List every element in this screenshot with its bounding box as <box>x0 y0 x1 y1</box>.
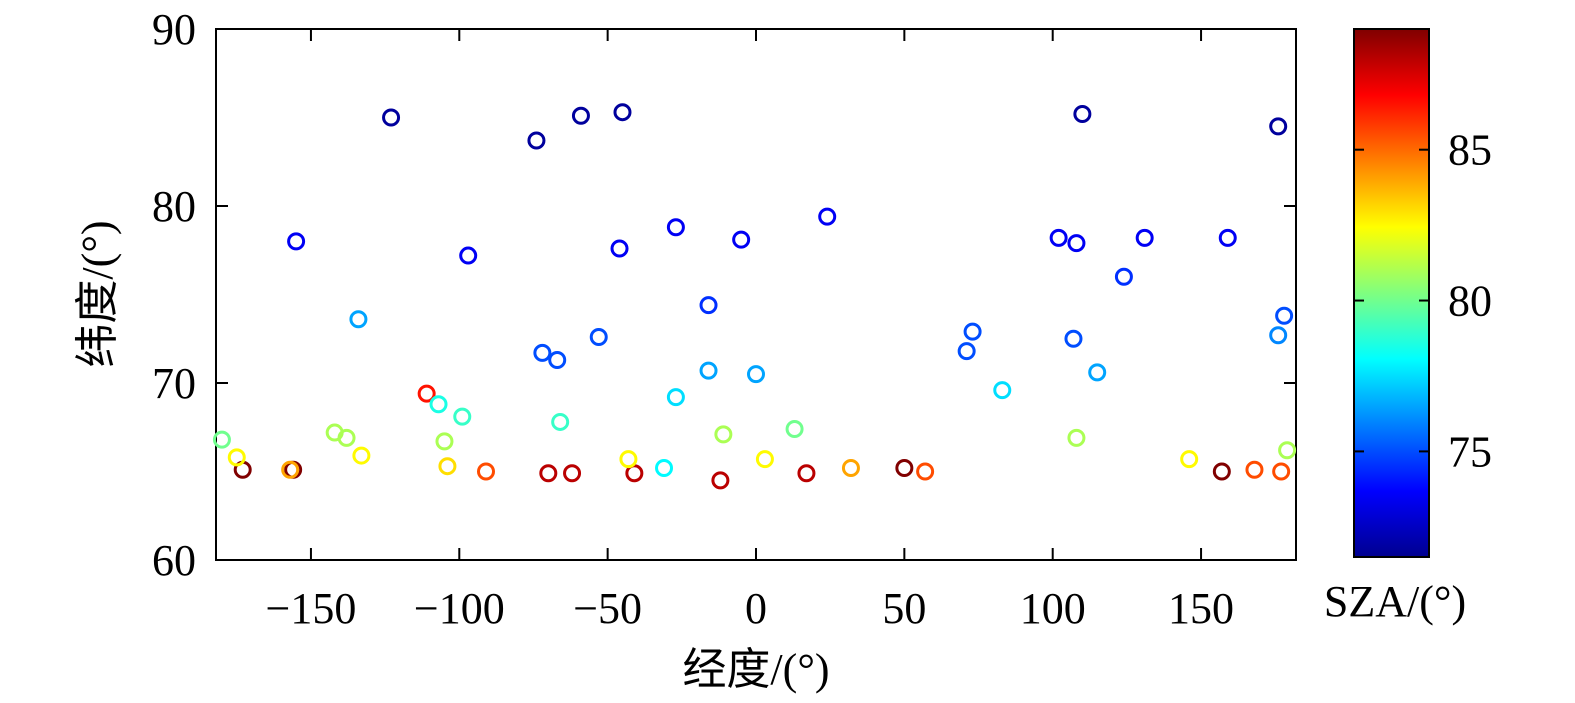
data-point <box>1269 117 1288 136</box>
data-point <box>1272 462 1291 481</box>
data-point <box>533 343 552 362</box>
x-axis: −150 −100 −50 0 50 100 150 <box>266 29 1234 633</box>
data-point <box>1218 228 1237 247</box>
colorbar-gradient <box>1353 28 1430 558</box>
data-point <box>711 471 730 490</box>
data-point <box>539 464 558 483</box>
y-axis: 60 70 80 90 <box>152 5 1296 585</box>
data-point <box>453 407 472 426</box>
data-points <box>212 103 1297 490</box>
data-point <box>349 310 368 329</box>
data-point <box>1212 462 1231 481</box>
data-point <box>747 365 765 384</box>
colorbar-tick-label: 75 <box>1448 427 1492 476</box>
data-point <box>1245 460 1264 479</box>
data-point <box>281 460 300 479</box>
data-point <box>548 350 567 369</box>
colorbar: 75 80 85 SZA/(°) <box>1324 28 1492 626</box>
data-point <box>957 342 976 361</box>
data-point <box>841 458 860 477</box>
data-point <box>1064 329 1083 348</box>
data-point <box>610 239 629 258</box>
colorbar-tick-label: 80 <box>1448 277 1492 326</box>
x-tick-label: 0 <box>745 584 767 633</box>
data-point <box>1088 363 1107 382</box>
data-point <box>438 457 457 476</box>
data-point <box>714 425 733 444</box>
data-point <box>666 218 685 237</box>
x-tick-label: −50 <box>573 584 642 633</box>
x-tick-label: 150 <box>1168 584 1234 633</box>
data-point <box>732 230 751 249</box>
data-point <box>435 432 454 451</box>
y-axis-title: 纬度/(°) <box>73 220 122 367</box>
data-point <box>287 232 306 251</box>
colorbar-title: SZA/(°) <box>1324 577 1466 626</box>
data-point <box>417 384 436 403</box>
plot-frame <box>215 28 1297 561</box>
data-point <box>699 361 718 380</box>
x-tick-label: −100 <box>414 584 505 633</box>
colorbar-tick-label: 85 <box>1448 126 1492 175</box>
data-point <box>589 327 608 346</box>
data-point <box>619 450 638 469</box>
data-point <box>477 462 495 481</box>
data-point <box>699 296 718 315</box>
y-tick-label: 80 <box>152 182 196 231</box>
x-tick-label: 100 <box>1020 584 1086 633</box>
data-point <box>916 462 935 481</box>
data-point <box>527 131 546 150</box>
data-point <box>1049 228 1068 247</box>
data-point <box>337 428 356 447</box>
data-point <box>382 108 401 127</box>
data-point <box>227 448 246 467</box>
data-point <box>785 420 804 439</box>
y-tick-label: 60 <box>152 536 196 585</box>
data-point <box>571 106 590 125</box>
data-point <box>1275 306 1294 325</box>
data-point <box>563 464 582 483</box>
data-point <box>1135 228 1154 247</box>
data-point <box>459 246 478 265</box>
data-point <box>1278 441 1297 460</box>
data-point <box>352 446 371 465</box>
x-tick-label: −150 <box>266 584 357 633</box>
data-point <box>963 322 982 341</box>
data-point <box>212 430 231 449</box>
data-point <box>1067 428 1086 447</box>
data-point <box>1114 267 1133 286</box>
data-point <box>818 207 837 226</box>
data-point <box>755 450 774 469</box>
data-point <box>429 395 448 414</box>
x-tick-label: 50 <box>882 584 926 633</box>
data-point <box>1073 104 1092 123</box>
data-point <box>1180 450 1199 469</box>
data-point <box>1269 326 1288 345</box>
data-point <box>666 388 685 407</box>
y-tick-label: 70 <box>152 359 196 408</box>
data-point <box>613 103 632 122</box>
data-point <box>551 412 570 431</box>
y-tick-label: 90 <box>152 5 196 54</box>
data-point <box>655 458 674 477</box>
data-point <box>797 464 816 483</box>
data-point <box>895 458 914 477</box>
data-point <box>1067 234 1086 253</box>
data-point <box>993 381 1012 400</box>
x-axis-title: 经度/(°) <box>682 645 829 694</box>
